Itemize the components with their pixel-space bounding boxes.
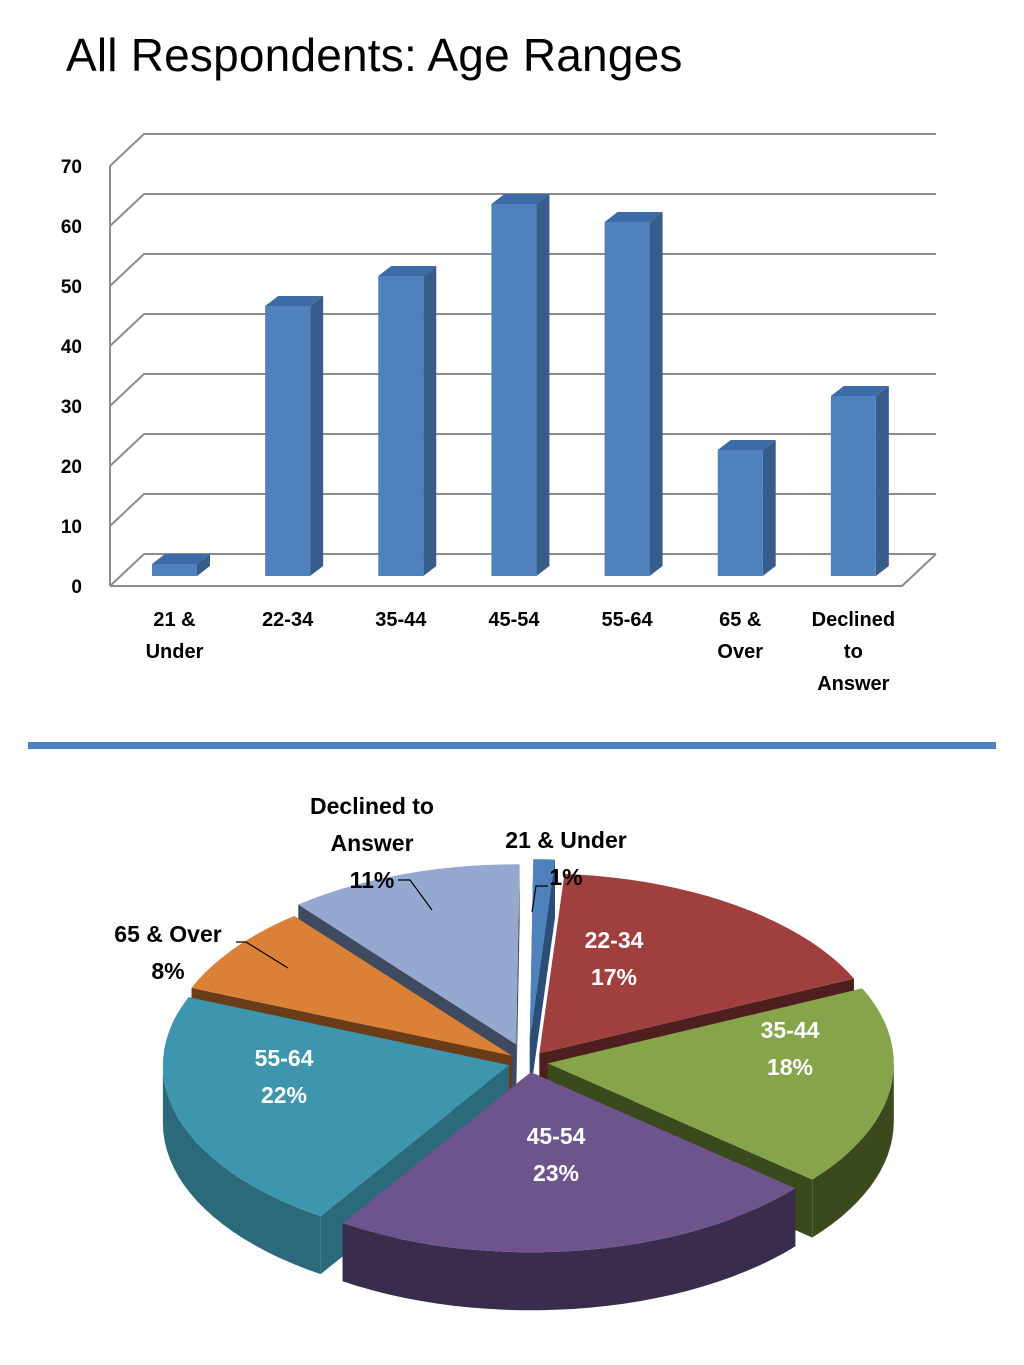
bar-side bbox=[423, 266, 437, 576]
gridline bbox=[109, 433, 936, 467]
slice-rim bbox=[162, 1065, 321, 1275]
leader-line bbox=[531, 885, 548, 913]
slice-rim bbox=[342, 1188, 796, 1311]
bar-side bbox=[649, 212, 663, 576]
slice-label: 21 & Under 1% bbox=[505, 827, 626, 890]
y-tick-label: 20 bbox=[61, 457, 82, 478]
bar-top bbox=[265, 296, 324, 306]
slice-side-wall bbox=[529, 859, 555, 1098]
page-title: All Respondents: Age Ranges bbox=[66, 29, 683, 81]
pie-slice bbox=[342, 1072, 796, 1311]
leader-line bbox=[236, 941, 289, 969]
bar bbox=[378, 266, 437, 576]
divider bbox=[28, 742, 996, 749]
gridline bbox=[109, 133, 936, 167]
bar bbox=[830, 386, 889, 576]
bar bbox=[265, 296, 324, 576]
bar-top bbox=[491, 194, 550, 204]
slice-label: 45-54 23% bbox=[527, 1123, 586, 1186]
y-tick-label: 0 bbox=[71, 577, 82, 598]
bar-top bbox=[717, 440, 776, 450]
bar bbox=[717, 440, 776, 576]
leader-line bbox=[398, 879, 433, 911]
slice-label: 22-34 17% bbox=[585, 927, 644, 990]
bar-side bbox=[762, 440, 776, 576]
x-tick-label: 35-44 bbox=[375, 609, 427, 631]
bar bbox=[604, 212, 663, 576]
y-tick-label: 50 bbox=[61, 277, 82, 298]
slice-top bbox=[547, 988, 894, 1180]
bar-front bbox=[830, 396, 876, 576]
slice-top bbox=[529, 859, 555, 1040]
floor-edge bbox=[110, 553, 937, 587]
gridline bbox=[109, 313, 936, 347]
gridline bbox=[109, 253, 936, 287]
x-tick-label: 55-64 bbox=[601, 609, 653, 631]
slice-top bbox=[191, 916, 512, 1056]
slice-top bbox=[539, 873, 854, 1054]
bar-side bbox=[536, 194, 550, 576]
bar-side bbox=[197, 554, 210, 576]
slice-label: Declined to Answer 11% bbox=[310, 793, 434, 893]
bar-front bbox=[152, 564, 197, 576]
slice-label: 65 & Over 8% bbox=[114, 921, 221, 984]
bar-top bbox=[604, 212, 663, 222]
bar-top bbox=[152, 554, 210, 564]
slice-top bbox=[342, 1072, 796, 1253]
bar-front bbox=[717, 450, 763, 576]
slice-top bbox=[298, 864, 520, 1045]
slice-top bbox=[162, 997, 509, 1217]
y-tick-label: 70 bbox=[61, 157, 82, 178]
x-tick-label: 21 & Under bbox=[146, 609, 204, 663]
pie-chart: 21 & Under 1% 22-34 17% 35-44 18% 45-54 23% 55-6… bbox=[114, 793, 894, 1311]
bar-side bbox=[875, 386, 889, 576]
gridline bbox=[109, 193, 936, 227]
bar-side bbox=[310, 296, 324, 576]
bar-top bbox=[378, 266, 437, 276]
slice-label: 55-64 22% bbox=[255, 1045, 314, 1108]
x-tick-label: 65 & Over bbox=[717, 609, 763, 663]
bar-chart: 0 10 20 30 40 50 60 70 21 & Under 22-34 35-44 45-54 5… bbox=[61, 133, 937, 695]
slice-side-wall bbox=[516, 864, 520, 1103]
y-tick-label: 40 bbox=[61, 337, 82, 358]
bar bbox=[491, 194, 550, 576]
y-tick-label: 10 bbox=[61, 517, 82, 538]
gridline bbox=[109, 373, 936, 407]
y-tick-label: 60 bbox=[61, 217, 82, 238]
bar-front bbox=[491, 204, 537, 576]
pie-slice bbox=[529, 859, 555, 1098]
bar-front bbox=[604, 222, 650, 576]
slice-label: 35-44 18% bbox=[761, 1017, 820, 1080]
bar bbox=[152, 554, 210, 576]
x-tick-label: 22-34 bbox=[262, 609, 314, 631]
bar-front bbox=[265, 306, 311, 576]
x-tick-label: 45-54 bbox=[488, 609, 540, 631]
gridline bbox=[109, 493, 936, 527]
y-tick-label: 30 bbox=[61, 397, 82, 418]
x-tick-label: Declined to Answer bbox=[812, 609, 895, 695]
bar-top bbox=[830, 386, 889, 396]
gridline bbox=[109, 553, 936, 587]
slice-rim bbox=[812, 1063, 894, 1238]
bar-front bbox=[378, 276, 424, 576]
